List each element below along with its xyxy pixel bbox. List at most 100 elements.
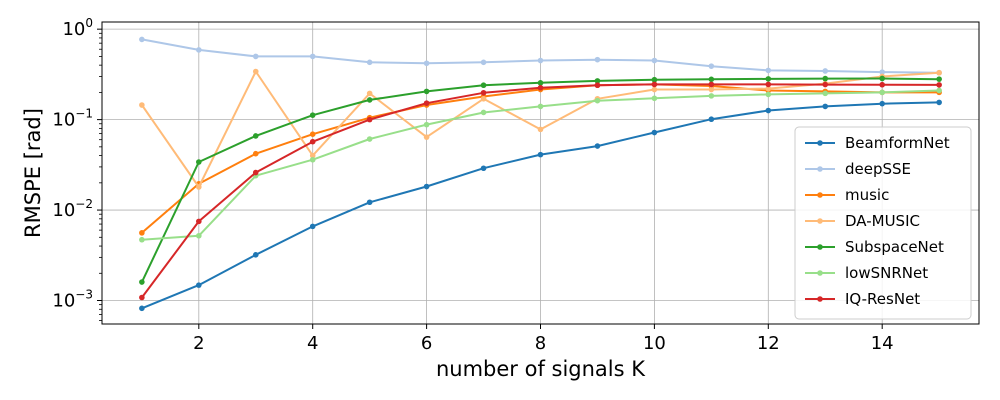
data-point-deepsse — [651, 57, 658, 64]
data-point-subspacenet — [936, 76, 942, 82]
data-point-subspacenet — [594, 78, 601, 84]
data-point-deepsse — [708, 63, 715, 69]
data-point-lowsnrnet — [822, 90, 829, 97]
y-axis-label: RMSPE [rad] — [21, 108, 45, 238]
data-point-subspacenet — [651, 76, 658, 83]
legend-entry-lowsnrnet: lowSNRNet — [805, 264, 928, 282]
data-point-iq-resnet — [765, 81, 772, 88]
data-point-deepsse — [594, 56, 601, 63]
data-point-subspacenet — [196, 159, 202, 165]
data-point-deepsse — [423, 60, 430, 67]
data-point-iq-resnet — [822, 81, 829, 88]
legend-marker-da-music — [817, 218, 823, 224]
data-point-lowsnrnet — [651, 95, 658, 102]
data-point-subspacenet — [366, 97, 373, 103]
data-point-deepsse — [879, 69, 885, 75]
data-point-da-music — [196, 184, 202, 190]
series-beamformnet — [139, 99, 942, 312]
data-point-iq-resnet — [480, 89, 487, 96]
legend-marker-lowsnrnet — [817, 270, 823, 276]
legend-entry-subspacenet: SubspaceNet — [805, 238, 944, 256]
legend-marker-beamformnet — [817, 140, 823, 146]
x-tick-label: 2 — [193, 333, 204, 354]
data-point-iq-resnet — [594, 82, 601, 89]
data-point-beamformnet — [765, 107, 772, 114]
data-point-beamformnet — [822, 103, 829, 110]
data-point-iq-resnet — [651, 81, 658, 88]
data-point-iq-resnet — [879, 81, 885, 88]
y-tick-label: 10−3 — [52, 288, 93, 312]
legend-entry-music: music — [805, 186, 889, 204]
data-point-lowsnrnet — [480, 109, 487, 116]
data-point-subspacenet — [537, 80, 544, 86]
data-point-da-music — [936, 69, 942, 76]
data-point-deepsse — [822, 68, 829, 74]
data-point-lowsnrnet — [366, 136, 373, 142]
legend-entry-da-music: DA-MUSIC — [805, 212, 920, 230]
data-point-iq-resnet — [196, 218, 202, 225]
legend-marker-subspacenet — [817, 244, 823, 250]
legend-marker-deepsse — [817, 166, 823, 172]
data-point-lowsnrnet — [139, 236, 145, 243]
x-tick-label: 12 — [757, 333, 780, 354]
data-point-deepsse — [765, 67, 772, 74]
x-axis-label: number of signals K — [436, 357, 646, 381]
data-point-da-music — [708, 86, 715, 93]
data-point-iq-resnet — [309, 138, 316, 145]
series-lowsnrnet — [139, 87, 942, 243]
data-point-iq-resnet — [423, 100, 430, 106]
legend-entry-beamformnet: BeamformNet — [805, 134, 950, 152]
data-point-beamformnet — [309, 223, 316, 230]
data-point-da-music — [537, 126, 544, 133]
data-point-beamformnet — [196, 282, 202, 288]
data-point-beamformnet — [936, 99, 942, 106]
data-point-da-music — [651, 86, 658, 93]
legend-label-beamformnet: BeamformNet — [845, 134, 950, 152]
legend-label-iq-resnet: IQ-ResNet — [845, 290, 920, 308]
legend-entry-iq-resnet: IQ-ResNet — [805, 290, 920, 308]
y-tick-label: 10−2 — [52, 197, 93, 221]
series-deepsse — [139, 36, 942, 76]
data-point-iq-resnet — [708, 81, 715, 88]
data-point-beamformnet — [537, 151, 544, 158]
data-point-subspacenet — [879, 75, 885, 82]
data-point-lowsnrnet — [309, 156, 316, 163]
data-point-beamformnet — [594, 143, 601, 149]
data-point-deepsse — [480, 59, 487, 66]
data-point-da-music — [480, 95, 487, 102]
data-point-deepsse — [252, 53, 259, 60]
legend-label-music: music — [845, 186, 889, 204]
data-point-da-music — [366, 90, 373, 97]
data-point-deepsse — [139, 36, 145, 43]
axis-ticks: 2 4 6 8 10 12 14 10−3 10−2 10−1 100 — [52, 16, 893, 354]
legend-label-lowsnrnet: lowSNRNet — [845, 264, 928, 282]
legend-label-deepsse: deepSSE — [845, 160, 911, 178]
data-point-lowsnrnet — [708, 93, 715, 99]
x-tick-label: 6 — [421, 333, 432, 354]
y-tick-label: 100 — [62, 16, 93, 40]
data-point-deepsse — [537, 57, 544, 64]
data-point-da-music — [423, 134, 430, 140]
data-point-subspacenet — [139, 279, 145, 285]
data-point-iq-resnet — [366, 116, 373, 123]
data-point-beamformnet — [480, 165, 487, 172]
data-point-subspacenet — [822, 75, 829, 82]
data-point-lowsnrnet — [537, 103, 544, 110]
data-point-iq-resnet — [139, 294, 145, 301]
data-point-lowsnrnet — [423, 121, 430, 128]
data-point-music — [309, 131, 316, 137]
data-point-music — [252, 150, 259, 157]
data-point-subspacenet — [765, 76, 772, 82]
legend-label-da-music: DA-MUSIC — [845, 212, 920, 230]
data-point-beamformnet — [708, 116, 715, 123]
data-point-da-music — [252, 68, 259, 75]
series-lines — [139, 36, 942, 312]
data-point-lowsnrnet — [594, 97, 601, 104]
series-iq-resnet — [139, 81, 942, 301]
x-tick-label: 8 — [535, 333, 546, 354]
legend: BeamformNet deepSSE music DA-MUSIC SubspaceN… — [794, 126, 972, 320]
legend-marker-music — [817, 192, 823, 198]
data-point-subspacenet — [309, 112, 316, 118]
data-point-da-music — [765, 85, 772, 92]
data-point-lowsnrnet — [879, 89, 885, 96]
